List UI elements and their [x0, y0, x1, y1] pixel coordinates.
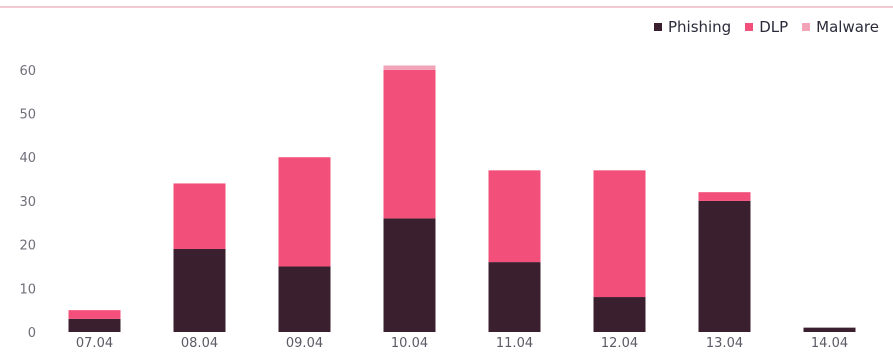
bar-phishing-13.04[interactable] [698, 200, 751, 332]
bar-phishing-10.04[interactable] [383, 218, 436, 332]
y-tick-label: 50 [19, 108, 36, 123]
x-tick-label: 08.04 [181, 336, 218, 351]
bar-dlp-13.04[interactable] [698, 192, 751, 201]
x-tick-label: 13.04 [706, 336, 743, 351]
x-tick-label: 10.04 [391, 336, 428, 351]
x-tick-label: 07.04 [76, 336, 113, 351]
bar-malware-10.04[interactable] [383, 65, 436, 70]
legend-label-phishing: Phishing [667, 18, 732, 36]
bar-phishing-07.04[interactable] [68, 318, 121, 332]
y-tick-label: 60 [19, 64, 36, 79]
legend-item-phishing[interactable]: Phishing [653, 18, 732, 36]
legend-swatch-dlp [745, 23, 754, 31]
bar-phishing-09.04[interactable] [278, 266, 331, 332]
bar-dlp-07.04[interactable] [68, 310, 121, 319]
legend-item-malware[interactable]: Malware [802, 18, 879, 36]
y-tick-label: 20 [19, 239, 36, 254]
legend-swatch-phishing [653, 23, 662, 31]
legend-label-malware: Malware [816, 18, 879, 36]
bar-phishing-08.04[interactable] [173, 248, 226, 332]
bar-dlp-10.04[interactable] [383, 69, 436, 219]
legend-swatch-malware [802, 23, 811, 31]
legend-label-dlp: DLP [759, 18, 789, 36]
x-tick-label: 14.04 [811, 336, 848, 351]
bar-phishing-14.04[interactable] [803, 327, 856, 332]
top-divider [0, 6, 893, 8]
legend-item-dlp[interactable]: DLP [745, 18, 788, 36]
bar-dlp-09.04[interactable] [278, 157, 331, 267]
bar-dlp-11.04[interactable] [488, 170, 541, 263]
bar-phishing-11.04[interactable] [488, 262, 541, 332]
y-tick-label: 0 [28, 326, 36, 341]
x-tick-label: 09.04 [286, 336, 323, 351]
chart-legend: Phishing DLP Malware [653, 18, 879, 36]
bar-phishing-12.04[interactable] [593, 297, 646, 332]
y-tick-label: 40 [19, 151, 36, 166]
y-tick-label: 10 [19, 282, 36, 297]
bar-dlp-12.04[interactable] [593, 170, 646, 298]
bar-dlp-08.04[interactable] [173, 183, 226, 249]
y-tick-label: 30 [19, 195, 36, 210]
x-tick-label: 11.04 [496, 336, 533, 351]
x-tick-label: 12.04 [601, 336, 638, 351]
